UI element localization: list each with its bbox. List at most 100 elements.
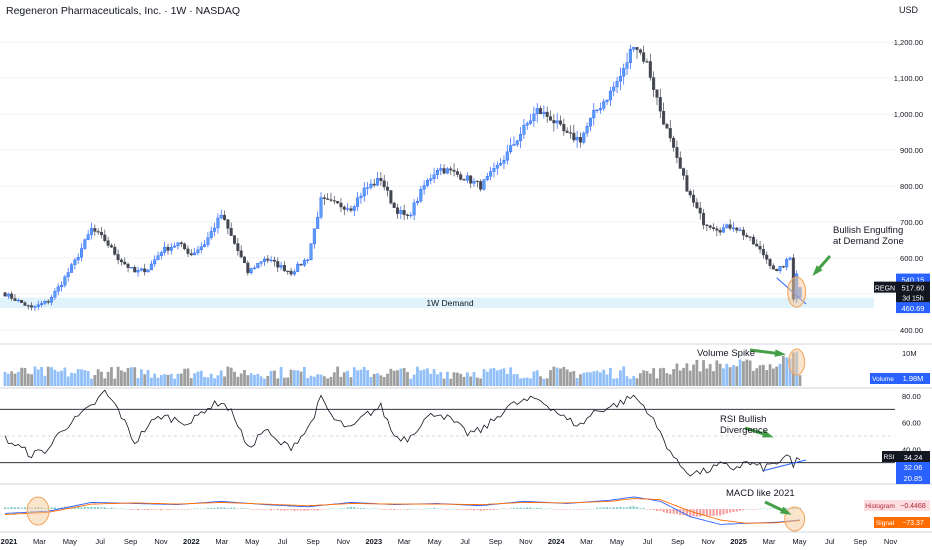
macd-histogram-bar [266,509,269,510]
volume-bar [662,367,666,386]
candle-body [781,266,785,268]
rsi-tick-label: 60.00 [902,419,921,428]
candle-body [765,254,769,260]
macd-histogram-bar [459,509,462,510]
volume-bar [642,370,646,386]
macd-histogram-bar [542,508,545,510]
volume-bar [20,367,24,386]
macd-histogram-bar [77,506,80,509]
macd-histogram-bar [289,509,293,511]
macd-histogram-bar [23,507,27,509]
volume-bar [426,368,429,386]
volume-bar [745,359,749,386]
volume-bar [146,369,150,386]
macd-histogram-bar [260,509,263,510]
volume-bar [76,369,80,386]
rsi-divergence-line [763,459,807,472]
volume-bar [515,374,519,386]
macd-histogram-bar [406,509,409,510]
candle-body [376,178,380,186]
rsi-value-bg [896,451,930,463]
macd-histogram-bar [319,509,323,510]
price-tick-label: 600.00 [900,254,923,263]
candle-body [366,187,370,189]
volume-bar [489,368,493,386]
candle-body [236,243,240,251]
volume-bar [259,376,263,386]
x-tick-label: Sep [671,537,684,546]
volume-bar [575,377,579,386]
volume-bar [116,366,120,386]
volume-bar [625,376,629,386]
volume-bar [582,372,586,386]
volume-bar [655,378,659,386]
candle-body [545,111,549,117]
candle-body [492,168,496,172]
volume-bar [130,367,133,386]
x-tick-label: Mar [215,537,228,546]
macd-histogram-bar [632,506,635,509]
macd-histogram-bar [729,509,732,513]
volume-bar [176,373,180,386]
candle-body [116,254,120,261]
annotation-bullish-line1: Bullish Engulfing [833,225,904,236]
macd-histogram-bar [423,508,426,510]
candle-body [233,235,237,244]
volume-bar [409,378,413,386]
candle-body [13,298,17,301]
candle-body [346,208,350,210]
macd-histogram-bar [482,509,486,511]
volume-bar [798,375,802,386]
macd-histogram-bar [193,508,196,509]
volume-bar [442,378,446,386]
macd-histogram-bar [486,509,489,511]
candle-body [60,285,64,287]
currency-label[interactable]: USD [898,5,918,15]
macd-histogram-bar [190,509,193,510]
x-tick-label: 2022 [183,537,200,546]
candle-body [432,174,436,179]
macd-histogram-bar [672,509,675,514]
volume-bar [149,377,153,386]
annotation-bullish-line2: at Demand Zone [833,236,904,247]
candle-body [326,198,330,200]
x-tick-label: Jul [643,537,653,546]
volume-bar [495,370,499,386]
candle-body [682,168,686,176]
macd-histogram-bar [226,508,229,509]
x-tick-label: May [63,537,77,546]
macd-histogram-bar [705,509,708,516]
volume-bar [113,378,117,386]
macd-histogram-bar [263,509,266,510]
candle-body [329,199,333,201]
volume-bar [755,368,759,386]
volume-bar [682,367,685,386]
volume-bar [608,368,612,386]
candle-body [213,227,217,232]
candle-body [635,47,639,50]
candle-body [219,214,223,219]
candle-body [272,259,276,262]
candle-body [63,276,67,286]
volume-bar [509,367,513,386]
candle-body [499,163,503,166]
volume-bar [672,369,675,386]
macd-histogram-bar [3,507,7,509]
macd-histogram-bar [316,509,319,511]
candle-body [342,206,346,210]
macd-histogram-bar [50,507,53,509]
x-tick-label: Sep [124,537,137,546]
candle-body [735,227,739,231]
volume-bar [499,369,503,386]
macd-histogram-bar [10,507,13,509]
macd-histogram-bar [439,508,442,510]
candle-body [685,175,689,192]
volume-axis-label: 10M [902,349,917,358]
candle-body [76,256,80,261]
candle-body [702,212,706,226]
candles [3,44,802,311]
volume-bar [273,370,276,386]
rsi-tick-label: 80.00 [902,392,921,401]
candle-body [645,61,649,63]
